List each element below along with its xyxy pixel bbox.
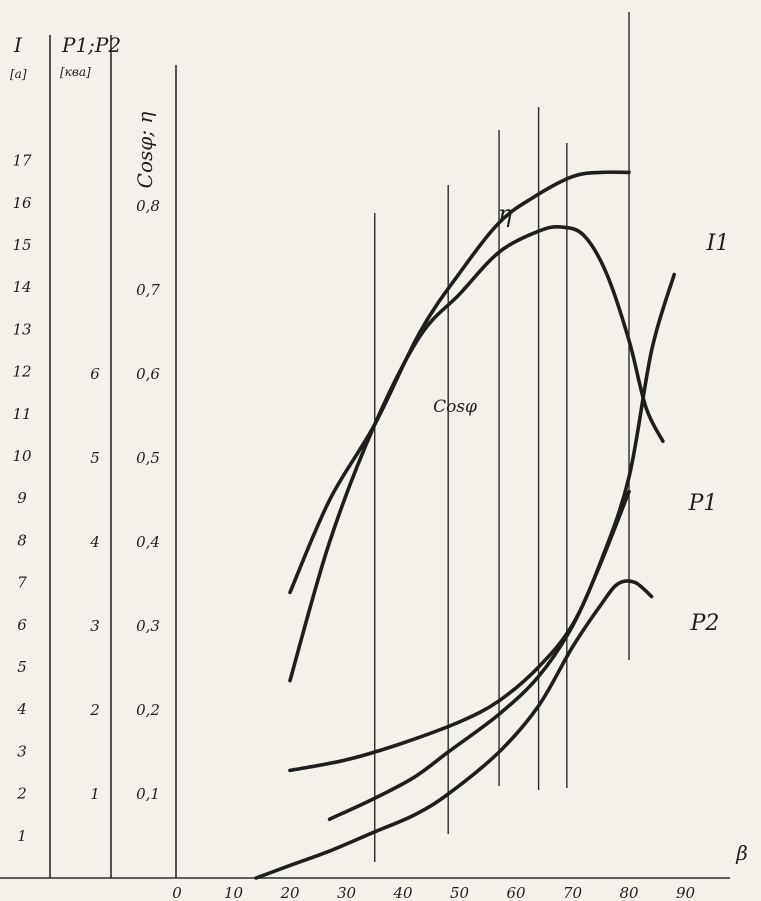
x-tick-label: 80 [619,884,639,901]
cos-eta-tick-label: 0,3 [136,617,160,635]
current-tick-label: 6 [17,616,27,634]
current-tick-label: 11 [12,405,31,423]
x-axis-title: β [735,841,748,865]
curve-label-cosphi: Cosφ [433,397,477,417]
current-tick-label: 13 [12,320,31,338]
curve-cosphi [288,224,665,683]
power-tick-label: 5 [90,449,100,467]
x-tick-label: 10 [224,884,244,901]
current-tick-label: 14 [12,278,31,296]
curve-eta [288,170,631,595]
current-tick-label: 16 [12,194,32,212]
current-tick-label: 7 [17,574,27,592]
power-axis-unit: [ква] [60,65,91,79]
current-tick-label: 15 [12,236,31,254]
cos-eta-tick-label: 0,4 [136,533,160,551]
current-tick-label: 1 [17,827,27,845]
cos-eta-tick-label: 0,7 [136,281,160,299]
power-tick-label: 6 [90,365,100,383]
x-tick-label: 40 [392,884,413,901]
chart-marks: I[a]P1;P2[ква]Cosφ; η1234567891011121314… [0,12,748,901]
x-tick-label: 70 [563,884,583,901]
cos-eta-tick-label: 0,1 [136,785,160,803]
curve-label-p1: P1 [688,491,718,516]
current-tick-label: 3 [17,742,27,760]
cos-eta-tick-label: 0,5 [136,449,160,467]
power-tick-label: 2 [89,701,100,719]
current-tick-label: 2 [16,785,27,803]
x-tick-label: 0 [172,884,182,901]
x-tick-label: 30 [337,884,357,901]
current-tick-label: 10 [12,447,32,465]
x-tick-label: 50 [450,884,470,901]
power-axis-title: P1;P2 [61,33,121,57]
curve-label-eta: η [498,200,513,228]
power-tick-label: 1 [90,785,100,803]
current-axis-title: I [13,33,23,57]
curve-label-i1: I1 [706,231,730,256]
power-tick-label: 3 [90,617,100,635]
cos-eta-axis-title: Cosφ; η [133,112,157,189]
current-tick-label: 5 [17,658,27,676]
x-tick-label: 60 [506,884,526,901]
current-axis-unit: [a] [10,67,27,81]
current-tick-label: 8 [17,531,27,549]
curve-label-p2: P2 [690,611,720,636]
cos-eta-tick-label: 0,6 [136,365,160,383]
x-tick-label: 90 [676,884,696,901]
curve-i1 [288,272,676,773]
current-tick-label: 4 [16,700,27,718]
current-tick-label: 12 [12,363,31,381]
current-tick-label: 9 [17,489,27,507]
curve-p1 [327,489,631,821]
cos-eta-tick-label: 0,8 [136,197,160,215]
cos-eta-tick-label: 0,2 [136,701,160,719]
x-tick-label: 20 [279,884,300,901]
curve-p2 [254,579,654,880]
power-tick-label: 4 [89,533,100,551]
current-tick-label: 17 [12,152,32,170]
